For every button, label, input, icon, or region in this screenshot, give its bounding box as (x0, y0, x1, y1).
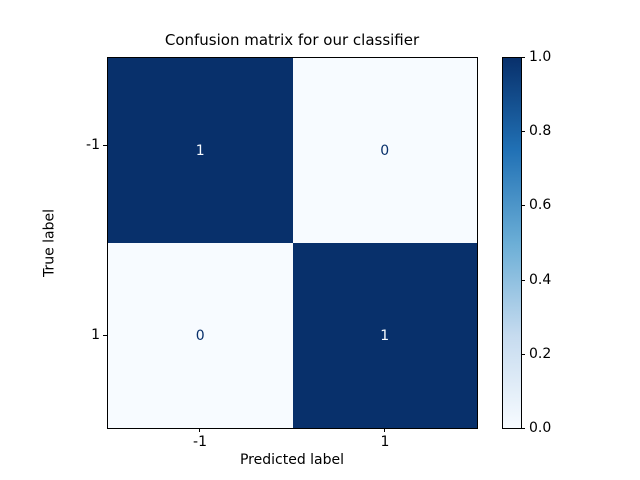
colorbar-tick-label: 1.0 (529, 49, 552, 65)
colorbar-tick-mark (521, 131, 525, 132)
colorbar-tick-label: 0.2 (529, 346, 552, 362)
matrix-cell: 0 (292, 58, 477, 243)
colorbar-tick-mark (521, 57, 525, 58)
colorbar (502, 57, 522, 429)
chart-title: Confusion matrix for our classifier (164, 31, 420, 49)
matrix-cell: 0 (108, 243, 293, 428)
colorbar-tick-label: 0.6 (529, 197, 552, 213)
x-tick-label: -1 (193, 434, 207, 450)
y-tick-label: -1 (86, 137, 100, 153)
y-tick-mark (103, 145, 107, 146)
matrix-cell: 1 (108, 58, 293, 243)
colorbar-tick-mark (521, 280, 525, 281)
colorbar-tick-label: 0.0 (529, 420, 552, 436)
x-tick-label: 1 (380, 434, 390, 450)
colorbar-tick-mark (521, 428, 525, 429)
heatmap-plot-area: 1 0 0 1 (107, 57, 478, 429)
x-tick-mark (199, 428, 200, 432)
y-tick-label: 1 (91, 327, 100, 343)
y-tick-mark (103, 335, 107, 336)
y-axis-label: True label (41, 208, 58, 278)
colorbar-tick-label: 0.8 (529, 123, 552, 139)
colorbar-tick-mark (521, 354, 525, 355)
x-tick-mark (384, 428, 385, 432)
x-axis-label: Predicted label (239, 452, 345, 468)
colorbar-tick-mark (521, 205, 525, 206)
matrix-cell: 1 (292, 243, 477, 428)
colorbar-tick-label: 0.4 (529, 272, 552, 288)
